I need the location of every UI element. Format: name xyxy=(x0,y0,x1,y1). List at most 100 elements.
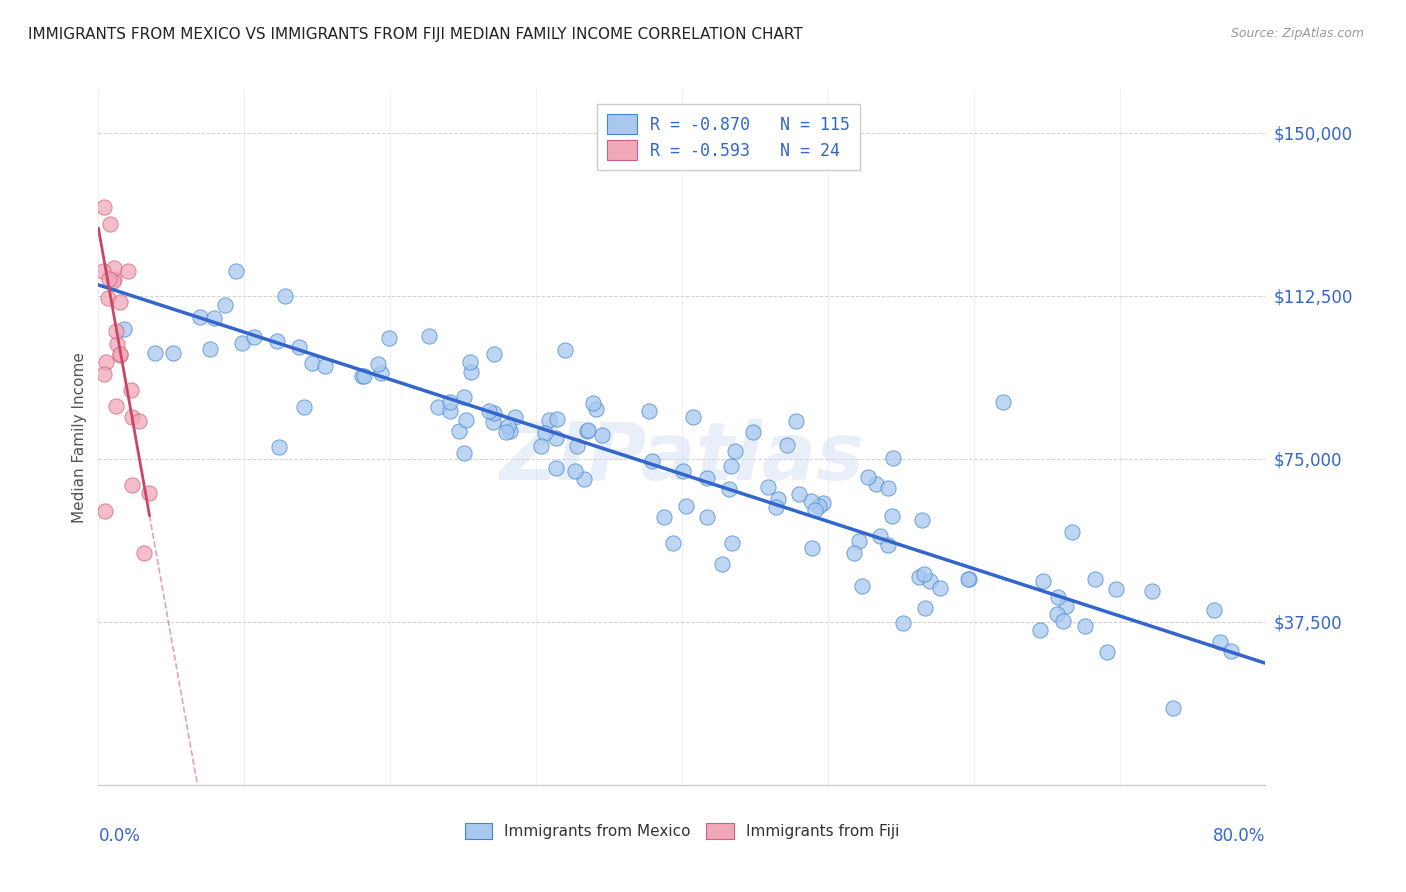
Point xyxy=(108,347,131,361)
Point xyxy=(534,425,557,440)
Point xyxy=(267,441,290,455)
Point xyxy=(865,476,887,491)
Point xyxy=(811,496,834,510)
Point xyxy=(105,399,128,413)
Point xyxy=(188,310,211,325)
Point xyxy=(544,431,567,445)
Point xyxy=(876,538,898,552)
Point xyxy=(911,513,934,527)
Point xyxy=(877,481,900,495)
Point xyxy=(914,601,936,615)
Point xyxy=(957,572,980,586)
Point xyxy=(143,346,166,360)
Y-axis label: Median Family Income: Median Family Income xyxy=(72,351,87,523)
Point xyxy=(1209,635,1232,649)
Point xyxy=(682,410,704,425)
Point xyxy=(288,340,311,354)
Point xyxy=(93,200,115,214)
Point xyxy=(110,349,132,363)
Point xyxy=(576,424,599,438)
Point xyxy=(482,347,505,361)
Point xyxy=(370,366,392,380)
Point xyxy=(499,425,522,439)
Point xyxy=(98,217,121,231)
Point xyxy=(439,395,461,409)
Point xyxy=(720,459,742,474)
Point xyxy=(808,499,831,513)
Point xyxy=(117,264,139,278)
Point xyxy=(991,395,1014,409)
Point xyxy=(97,272,120,286)
Point xyxy=(696,509,718,524)
Point xyxy=(134,546,156,560)
Point xyxy=(301,356,323,370)
Point xyxy=(582,396,605,410)
Point xyxy=(460,365,482,379)
Text: 0.0%: 0.0% xyxy=(98,827,141,845)
Point xyxy=(929,582,952,596)
Point xyxy=(121,410,143,425)
Point xyxy=(546,411,568,425)
Point xyxy=(439,403,461,417)
Legend: Immigrants from Mexico, Immigrants from Fiji: Immigrants from Mexico, Immigrants from … xyxy=(457,815,907,847)
Point xyxy=(564,464,586,478)
Point xyxy=(869,529,891,543)
Point xyxy=(672,464,695,478)
Point xyxy=(1204,603,1226,617)
Text: Source: ZipAtlas.com: Source: ZipAtlas.com xyxy=(1230,27,1364,40)
Point xyxy=(766,491,789,506)
Point xyxy=(912,566,935,581)
Point xyxy=(266,334,288,349)
Point xyxy=(1220,644,1243,658)
Point xyxy=(1074,619,1097,633)
Point xyxy=(97,292,120,306)
Point xyxy=(717,482,740,496)
Point xyxy=(1032,574,1054,589)
Point xyxy=(858,470,880,484)
Point xyxy=(225,263,247,277)
Point xyxy=(93,367,115,381)
Point xyxy=(724,444,747,458)
Point xyxy=(1029,624,1052,638)
Point xyxy=(162,346,184,360)
Point xyxy=(880,508,903,523)
Point xyxy=(848,534,870,549)
Point xyxy=(801,541,824,555)
Point xyxy=(1046,590,1069,604)
Point xyxy=(741,425,763,439)
Point xyxy=(882,451,904,466)
Point xyxy=(800,494,823,508)
Point xyxy=(121,478,143,492)
Point xyxy=(104,324,127,338)
Point xyxy=(765,500,787,514)
Point xyxy=(495,425,517,439)
Point xyxy=(454,413,477,427)
Point xyxy=(458,355,481,369)
Point xyxy=(496,418,519,433)
Point xyxy=(530,439,553,453)
Point xyxy=(565,438,588,452)
Point xyxy=(554,343,576,357)
Point xyxy=(1161,701,1184,715)
Text: 80.0%: 80.0% xyxy=(1213,827,1265,845)
Point xyxy=(851,578,873,592)
Point xyxy=(756,480,779,494)
Text: IMMIGRANTS FROM MEXICO VS IMMIGRANTS FROM FIJI MEDIAN FAMILY INCOME CORRELATION : IMMIGRANTS FROM MEXICO VS IMMIGRANTS FRO… xyxy=(28,27,803,42)
Point xyxy=(908,570,931,584)
Point xyxy=(918,574,941,589)
Point xyxy=(418,329,440,343)
Text: ZIPatlas: ZIPatlas xyxy=(499,419,865,497)
Point xyxy=(378,331,401,345)
Point xyxy=(638,404,661,418)
Point xyxy=(785,414,807,428)
Point xyxy=(1046,607,1069,621)
Point xyxy=(572,472,595,486)
Point xyxy=(1105,582,1128,596)
Point xyxy=(274,289,297,303)
Point xyxy=(103,272,125,286)
Point xyxy=(1095,645,1118,659)
Point xyxy=(231,335,253,350)
Point xyxy=(787,487,810,501)
Point xyxy=(710,558,733,572)
Point xyxy=(1052,614,1074,628)
